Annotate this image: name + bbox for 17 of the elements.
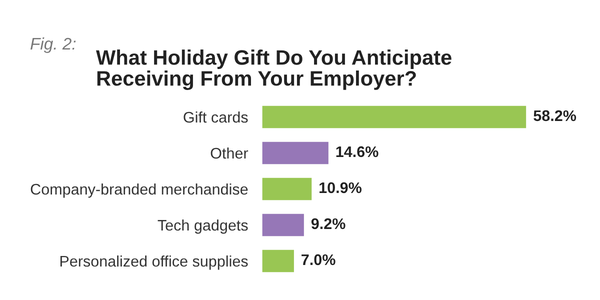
data-label: 9.2% — [311, 218, 346, 230]
bar — [262, 142, 328, 164]
caption: Fig. 2: — [30, 37, 76, 53]
data-label: 10.9% — [320, 182, 362, 194]
y-tick-label: Tech gadgets — [158, 219, 248, 234]
bar — [262, 178, 312, 200]
data-label: 58.2% — [534, 110, 576, 122]
y-tick-label: Other — [210, 147, 248, 159]
bar — [262, 250, 294, 272]
y-tick-label: Personalized office supplies — [60, 255, 248, 270]
bar — [262, 106, 526, 128]
y-tick-label: Company-branded merchandise — [30, 183, 248, 198]
y-tick-label: Gift cards — [184, 111, 248, 123]
data-label: 7.0% — [302, 254, 336, 266]
bar — [262, 214, 304, 236]
chart-title: What Holiday Gift Do You Anticipate Receiving From Your Employer? — [96, 50, 452, 90]
data-label: 14.6% — [336, 146, 378, 158]
